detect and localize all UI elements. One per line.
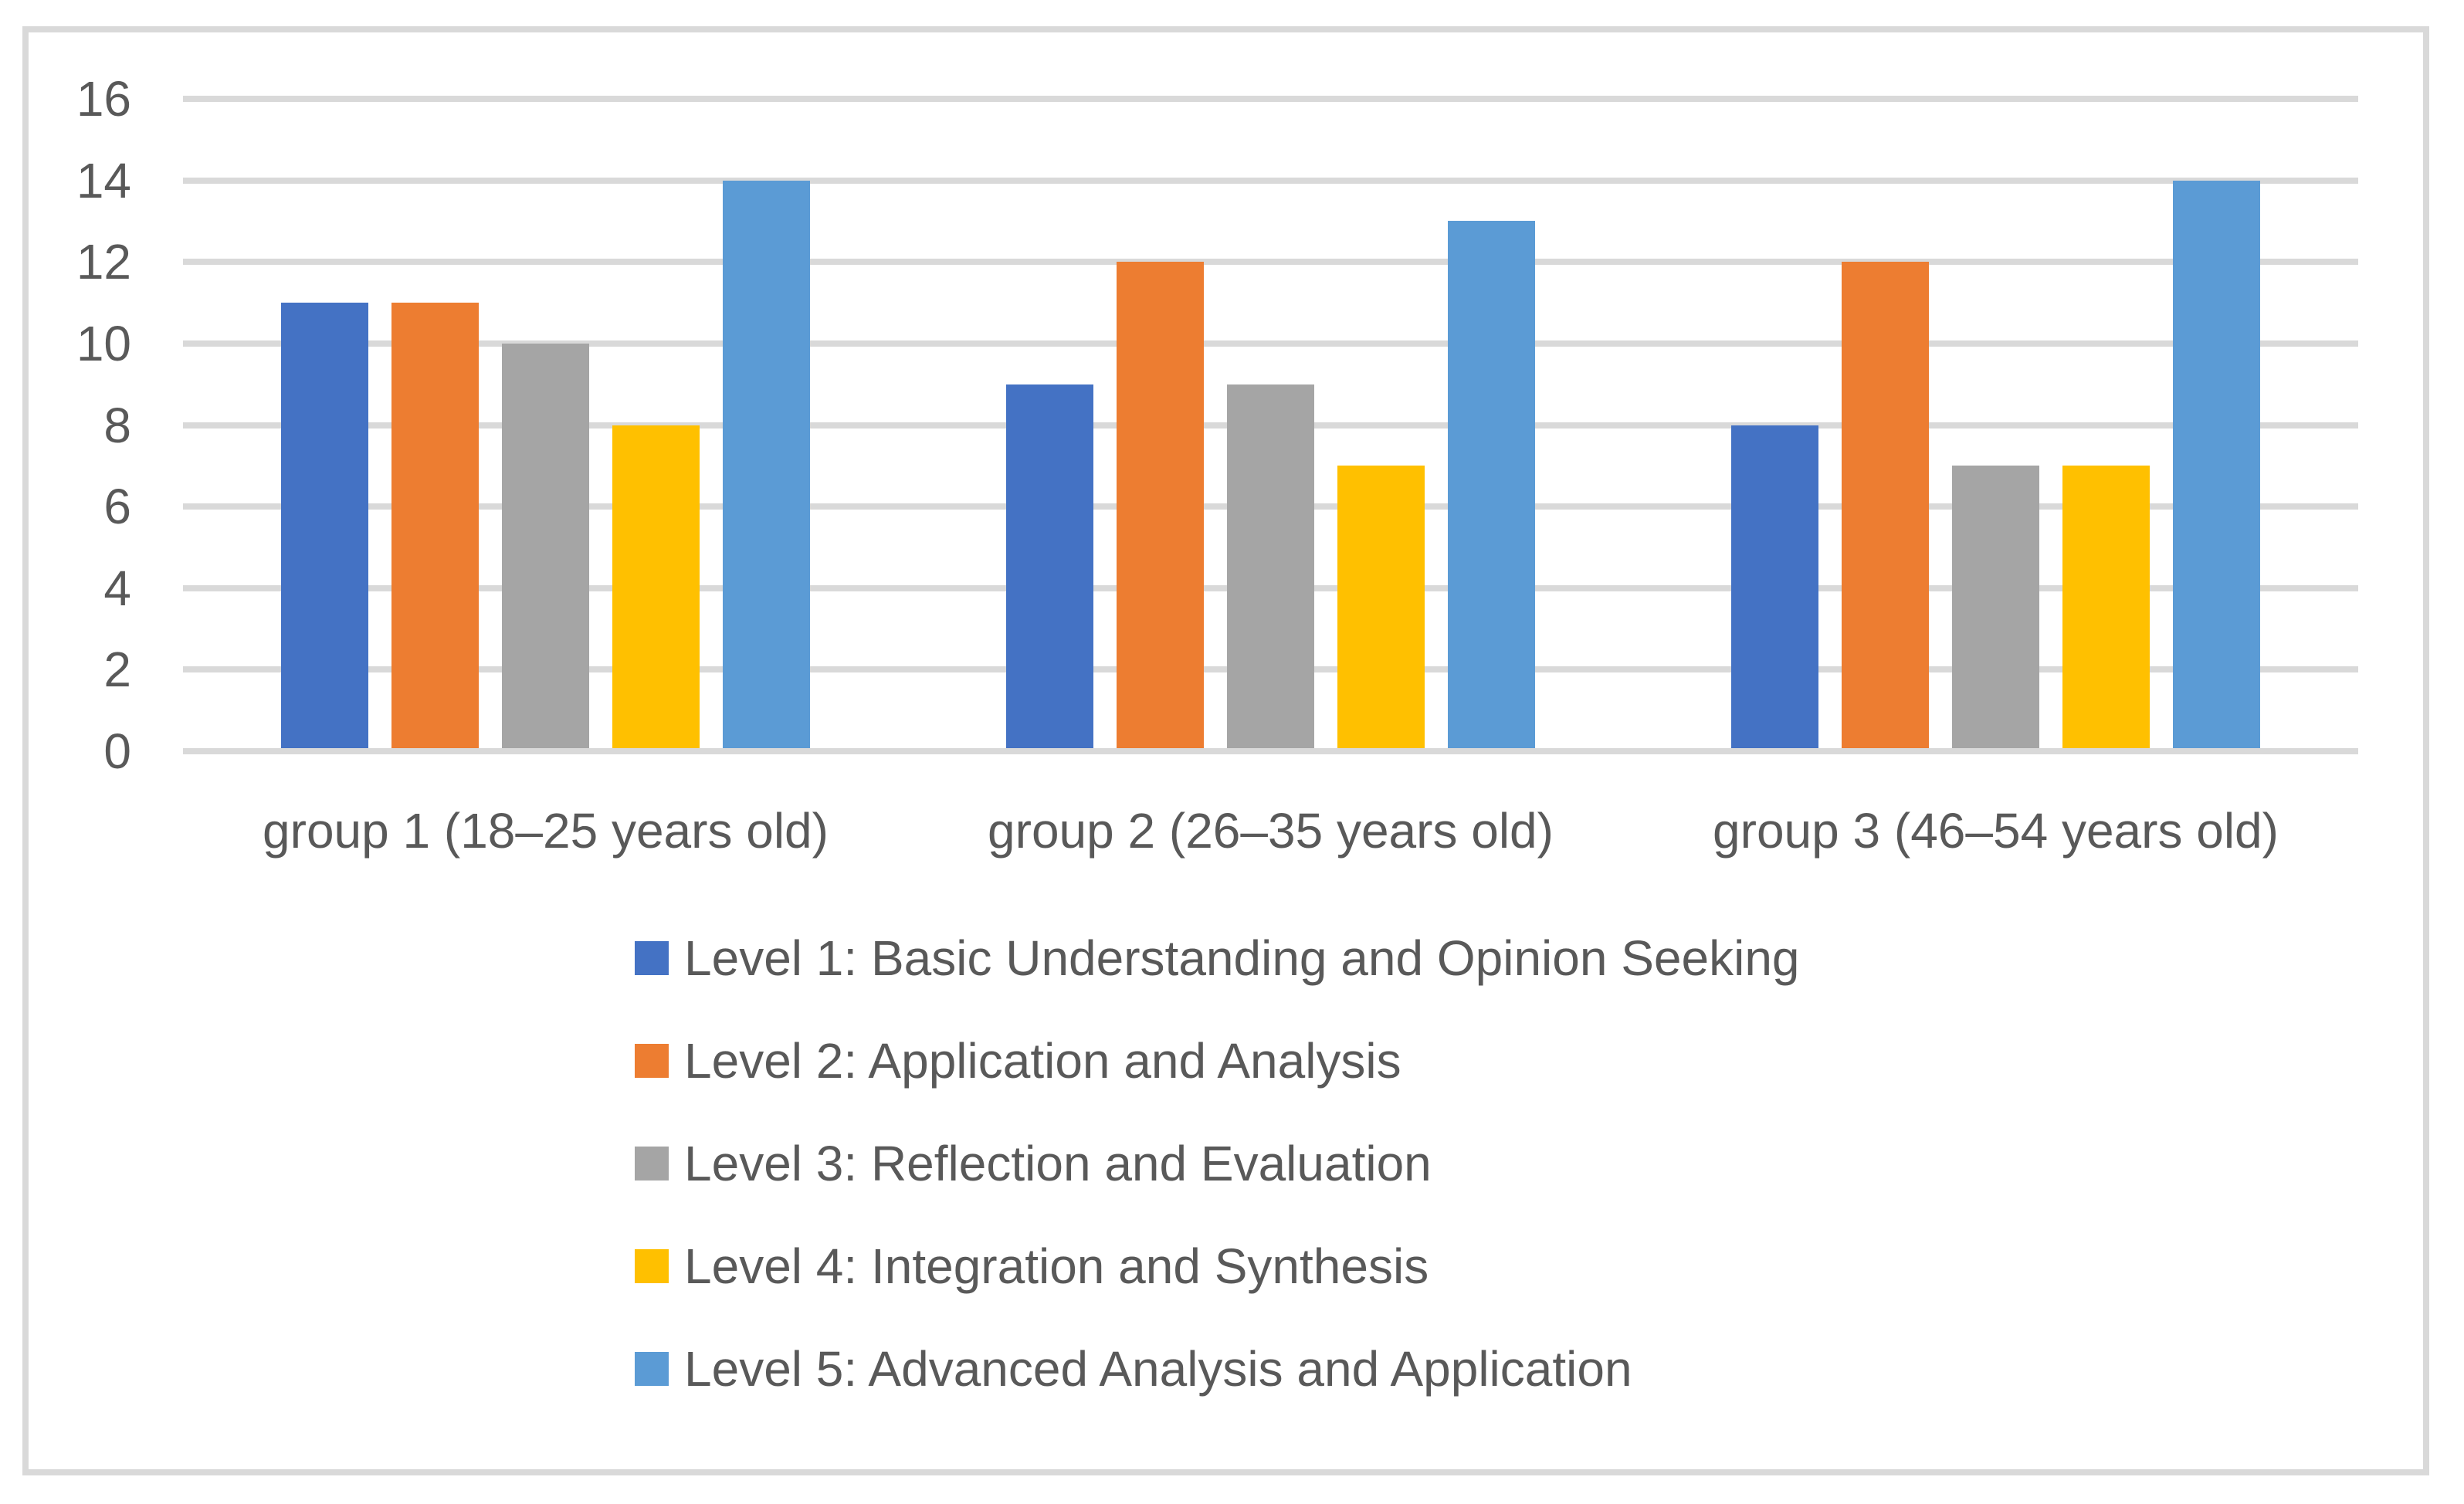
gridline-y-16 (183, 96, 2358, 102)
gridline-y-10 (183, 340, 2358, 347)
y-tick-label-0: 0 (103, 723, 131, 779)
legend-label: Level 5: Advanced Analysis and Applicati… (684, 1341, 1632, 1397)
legend-swatch-icon (635, 1249, 669, 1283)
x-axis-label-group-3: group 3 (46–54 years old) (1713, 803, 2279, 859)
bar-series-3-category-2 (1227, 384, 1314, 751)
legend-label: Level 2: Application and Analysis (684, 1033, 1401, 1089)
y-tick-label-14: 14 (76, 152, 131, 208)
bar-series-4-category-2 (1337, 466, 1425, 751)
bar-series-2-category-2 (1117, 262, 1204, 751)
bar-series-5-category-1 (723, 180, 810, 751)
bar-series-5-category-2 (1448, 221, 1535, 751)
legend-swatch-icon (635, 1044, 669, 1078)
legend-swatch-icon (635, 1352, 669, 1386)
y-tick-label-4: 4 (103, 560, 131, 616)
legend-item-level-1: Level 1: Basic Understanding and Opinion… (635, 930, 1800, 986)
bar-series-1-category-3 (1731, 425, 1818, 751)
bar-series-5-category-3 (2173, 180, 2260, 751)
y-tick-label-12: 12 (76, 234, 131, 290)
bar-series-1-category-1 (281, 303, 368, 751)
bar-series-1-category-2 (1006, 384, 1093, 751)
y-tick-label-16: 16 (76, 71, 131, 127)
x-axis-line (183, 748, 2358, 754)
legend-item-level-5: Level 5: Advanced Analysis and Applicati… (635, 1341, 1800, 1397)
x-axis-category-labels: group 1 (18–25 years old) group 2 (26–35 … (183, 801, 2358, 863)
y-tick-label-10: 10 (76, 315, 131, 371)
chart-legend: Level 1: Basic Understanding and Opinion… (635, 930, 1800, 1444)
legend-swatch-icon (635, 941, 669, 975)
bar-series-4-category-3 (2062, 466, 2150, 751)
bar-series-4-category-1 (612, 425, 700, 751)
legend-item-level-2: Level 2: Application and Analysis (635, 1033, 1800, 1089)
y-axis-tick-labels: 0 2 4 6 8 10 12 14 16 (0, 0, 135, 1504)
gridline-y-14 (183, 177, 2358, 184)
x-axis-label-group-1: group 1 (18–25 years old) (263, 803, 829, 859)
legend-label: Level 3: Reflection and Evaluation (684, 1136, 1432, 1191)
y-tick-label-8: 8 (103, 397, 131, 453)
legend-item-level-3: Level 3: Reflection and Evaluation (635, 1136, 1800, 1191)
legend-label: Level 4: Integration and Synthesis (684, 1238, 1429, 1294)
bar-series-2-category-1 (391, 303, 479, 751)
y-tick-label-2: 2 (103, 642, 131, 698)
bar-series-3-category-3 (1952, 466, 2039, 751)
legend-label: Level 1: Basic Understanding and Opinion… (684, 930, 1800, 986)
bar-chart-plot-area (183, 96, 2358, 754)
y-tick-label-6: 6 (103, 479, 131, 535)
legend-swatch-icon (635, 1147, 669, 1181)
x-axis-label-group-2: group 2 (26–35 years old) (988, 803, 1554, 859)
legend-item-level-4: Level 4: Integration and Synthesis (635, 1238, 1800, 1294)
gridline-y-12 (183, 259, 2358, 266)
bar-series-3-category-1 (502, 343, 589, 751)
bar-series-2-category-3 (1842, 262, 1929, 751)
